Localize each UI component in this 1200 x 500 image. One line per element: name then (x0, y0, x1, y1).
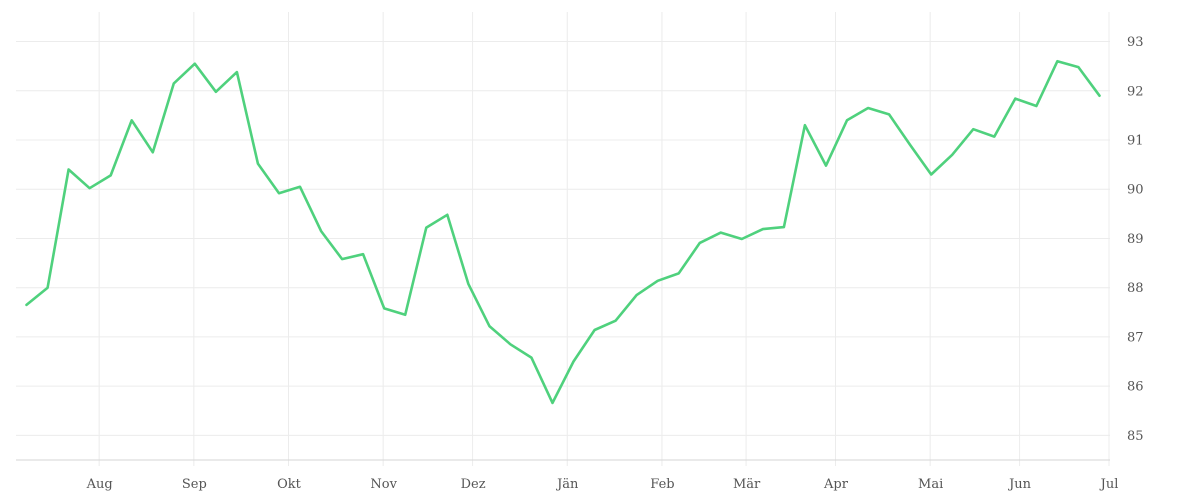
data-point[interactable] (652, 275, 664, 287)
data-point[interactable] (1051, 55, 1063, 67)
data-point[interactable] (799, 119, 811, 131)
data-point[interactable] (84, 182, 96, 194)
x-tick-label-12: Jul (1099, 477, 1119, 492)
x-tick-label-3: Okt (277, 477, 302, 492)
data-point[interactable] (420, 222, 432, 234)
x-tick-label-7: Feb (650, 477, 674, 492)
data-point[interactable] (63, 164, 75, 176)
data-point[interactable] (778, 221, 790, 233)
data-point[interactable] (589, 324, 601, 336)
data-point[interactable] (925, 169, 937, 181)
data-point[interactable] (126, 114, 138, 126)
y-tick-label: 93 (1127, 35, 1144, 50)
x-tick-label-6: Jän (555, 477, 579, 492)
data-point[interactable] (883, 108, 895, 120)
data-point[interactable] (736, 233, 748, 245)
data-point[interactable] (904, 139, 916, 151)
data-point[interactable] (378, 302, 390, 314)
data-point[interactable] (967, 123, 979, 135)
data-point[interactable] (631, 289, 643, 301)
data-point[interactable] (757, 223, 769, 235)
data-point[interactable] (105, 169, 117, 181)
x-tick-label-11: Jun (1007, 477, 1032, 492)
y-tick-label: 89 (1127, 232, 1144, 247)
x-tick-label-10: Mai (918, 477, 943, 492)
data-point[interactable] (483, 320, 495, 332)
data-point[interactable] (820, 160, 832, 172)
x-tick-label-9: Apr (823, 477, 849, 492)
data-point[interactable] (147, 146, 159, 158)
data-point[interactable] (315, 225, 327, 237)
series-line-1 (25, 59, 1101, 405)
data-point[interactable] (357, 248, 369, 260)
data-point[interactable] (399, 309, 411, 321)
data-point[interactable] (336, 253, 348, 265)
x-tick-label-1: Aug (86, 477, 113, 492)
data-point[interactable] (1072, 61, 1084, 73)
data-point[interactable] (694, 237, 706, 249)
data-point[interactable] (525, 352, 537, 364)
data-point[interactable] (841, 114, 853, 126)
data-point[interactable] (715, 227, 727, 239)
data-point[interactable] (610, 315, 622, 327)
x-tick-label-4: Nov (370, 477, 397, 492)
data-point[interactable] (189, 58, 201, 70)
data-point[interactable] (568, 356, 580, 368)
x-tick-label-2: Sep (182, 477, 207, 492)
y-tick-label: 91 (1127, 134, 1144, 149)
y-tick-label: 85 (1127, 429, 1144, 444)
y-tick-label: 88 (1127, 281, 1144, 296)
series-layer (21, 55, 1106, 409)
y-axis-tick-labels: 85 86 87 88 89 90 91 92 93 (1127, 35, 1144, 444)
data-point[interactable] (504, 338, 516, 350)
data-point[interactable] (946, 149, 958, 161)
data-point[interactable] (1009, 93, 1021, 105)
data-point[interactable] (168, 77, 180, 89)
data-point[interactable] (252, 158, 264, 170)
x-tick-label-8: Mär (733, 477, 761, 492)
data-point[interactable] (673, 267, 685, 279)
data-point[interactable] (862, 102, 874, 114)
data-point[interactable] (462, 278, 474, 290)
y-tick-label: 90 (1127, 183, 1144, 198)
data-point[interactable] (231, 66, 243, 78)
data-point[interactable] (988, 131, 1000, 143)
data-point[interactable] (21, 299, 33, 311)
data-point[interactable] (441, 209, 453, 221)
y-gridlines (16, 41, 1110, 436)
data-point[interactable] (294, 181, 306, 193)
x-axis-tick-labels: Aug Sep Okt Nov Dez Jän Feb Mär Apr Mai Jun Jul (86, 477, 1119, 492)
data-point[interactable] (1094, 90, 1106, 102)
x-tick-label-5: Dez (461, 477, 486, 492)
data-point[interactable] (273, 187, 285, 199)
data-point[interactable] (42, 282, 54, 294)
data-point[interactable] (210, 86, 222, 98)
y-tick-label: 86 (1127, 380, 1144, 395)
x-gridlines (98, 12, 1110, 466)
data-point[interactable] (1030, 100, 1042, 112)
y-tick-label: 92 (1127, 84, 1144, 99)
data-point[interactable] (547, 397, 559, 409)
y-tick-label: 87 (1127, 330, 1144, 345)
